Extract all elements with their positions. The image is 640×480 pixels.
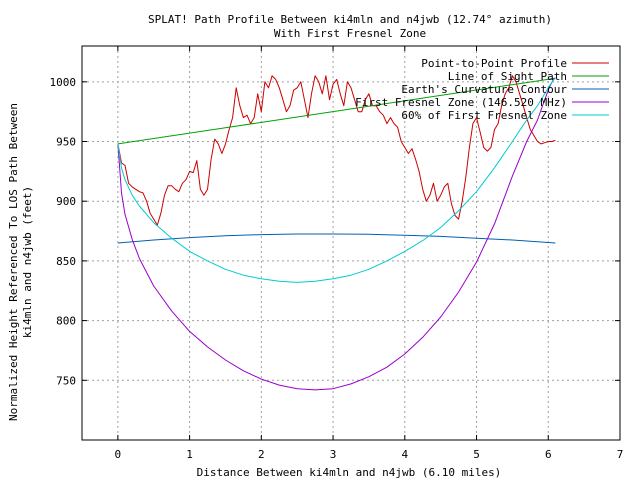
legend-label: Earth's Curvature Contour	[401, 83, 567, 96]
x-tick-label: 1	[186, 448, 193, 461]
chart-title: SPLAT! Path Profile Between ki4mln and n…	[148, 13, 552, 26]
legend-label: 60% of First Fresnel Zone	[401, 109, 567, 122]
legend-label: Point-to-Point Profile	[421, 57, 567, 70]
legend-fresnel-zone: First Fresnel Zone (146.520 MHz)	[355, 96, 609, 109]
x-tick-label: 4	[401, 448, 408, 461]
legend-earth-curvature: Earth's Curvature Contour	[401, 83, 609, 96]
legend-label: Line of Sight Path	[448, 70, 567, 83]
fresnel-zone-line	[117, 77, 556, 391]
chart-subtitle: With First Fresnel Zone	[274, 27, 426, 40]
y-tick-label: 1000	[50, 76, 77, 89]
y-ticks: 750 800 850 900 950 1000	[50, 76, 620, 387]
legend-label: First Fresnel Zone (146.520 MHz)	[355, 96, 567, 109]
y-axis-label-line-1: Normalized Height Referenced To LOS Path…	[7, 103, 20, 421]
plot-lines	[117, 75, 556, 391]
y-tick-label: 950	[56, 136, 76, 149]
legend-fresnel-60: 60% of First Fresnel Zone	[401, 109, 609, 122]
fresnel-60-line	[117, 77, 556, 283]
x-axis-label: Distance Between ki4mln and n4jwb (6.10 …	[197, 466, 502, 479]
x-tick-label: 2	[258, 448, 265, 461]
legend-line-of-sight: Line of Sight Path	[448, 70, 609, 83]
plot-frame	[81, 45, 621, 441]
x-tick-label: 5	[473, 448, 480, 461]
y-tick-label: 800	[56, 315, 76, 328]
y-tick-label: 850	[56, 255, 76, 268]
x-tick-label: 3	[330, 448, 337, 461]
x-tick-label: 7	[617, 448, 624, 461]
earth-curvature-line	[117, 233, 556, 244]
legend-profile: Point-to-Point Profile	[421, 57, 609, 70]
x-tick-label: 6	[545, 448, 552, 461]
y-tick-label: 750	[56, 374, 76, 387]
profile-line	[117, 75, 556, 226]
line-of-sight	[117, 77, 556, 145]
y-axis-label-line-2: ki4mln and n4jwb (feet)	[21, 186, 34, 338]
y-tick-label: 900	[56, 195, 76, 208]
x-ticks: 0 1 2 3 4 5 6 7	[115, 46, 624, 461]
x-tick-label: 0	[115, 448, 122, 461]
